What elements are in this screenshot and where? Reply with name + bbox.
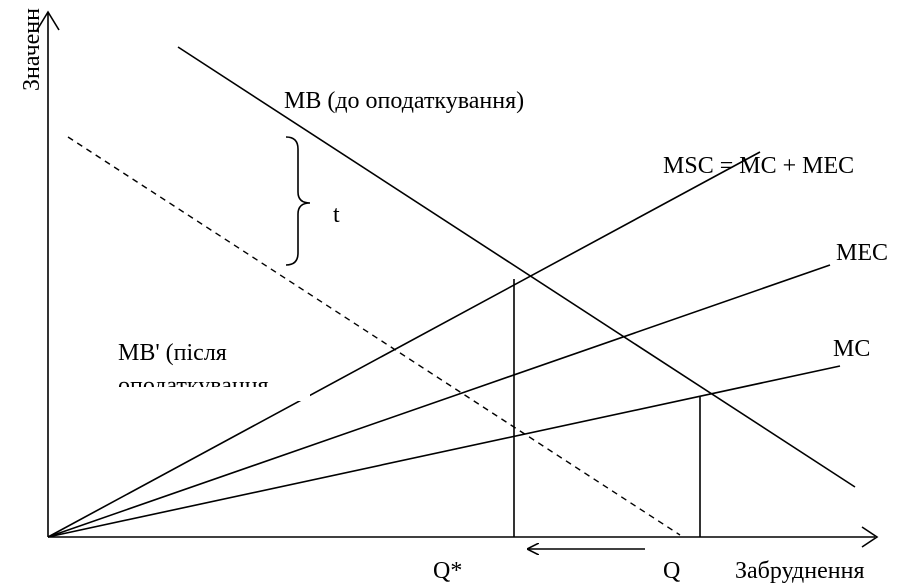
msc-label: MSC = MC + MEC	[663, 153, 854, 179]
mc-label: MC	[833, 336, 870, 362]
y-axis-label: Значенн	[19, 8, 45, 91]
tax-label: t	[333, 202, 340, 228]
label-crop-mask	[110, 387, 310, 401]
mb-curve	[177, 46, 856, 488]
mec-label: MEC	[836, 240, 888, 266]
mb-after-tax-curve	[67, 136, 681, 536]
q-label: Q	[663, 558, 680, 584]
y-axis-arrow-icon	[36, 10, 60, 31]
x-axis-arrow-icon	[861, 526, 879, 548]
q-star-label: Q*	[433, 558, 462, 584]
mc-curve	[47, 365, 841, 538]
x-axis-label: Забруднення	[735, 558, 865, 584]
tax-brace	[285, 136, 311, 266]
mb-label: MB (до оподаткування)	[284, 88, 524, 114]
msc-curve	[47, 151, 761, 538]
mb-after-label-line1: MB' (після	[118, 340, 227, 366]
mec-curve	[47, 264, 831, 538]
